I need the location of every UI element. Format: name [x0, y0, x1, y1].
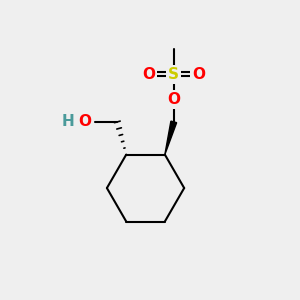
Text: O: O	[167, 92, 180, 107]
Text: O: O	[78, 114, 91, 129]
Text: H: H	[62, 114, 75, 129]
Polygon shape	[165, 121, 177, 154]
Text: O: O	[193, 67, 206, 82]
Text: S: S	[168, 67, 179, 82]
Text: O: O	[142, 67, 155, 82]
